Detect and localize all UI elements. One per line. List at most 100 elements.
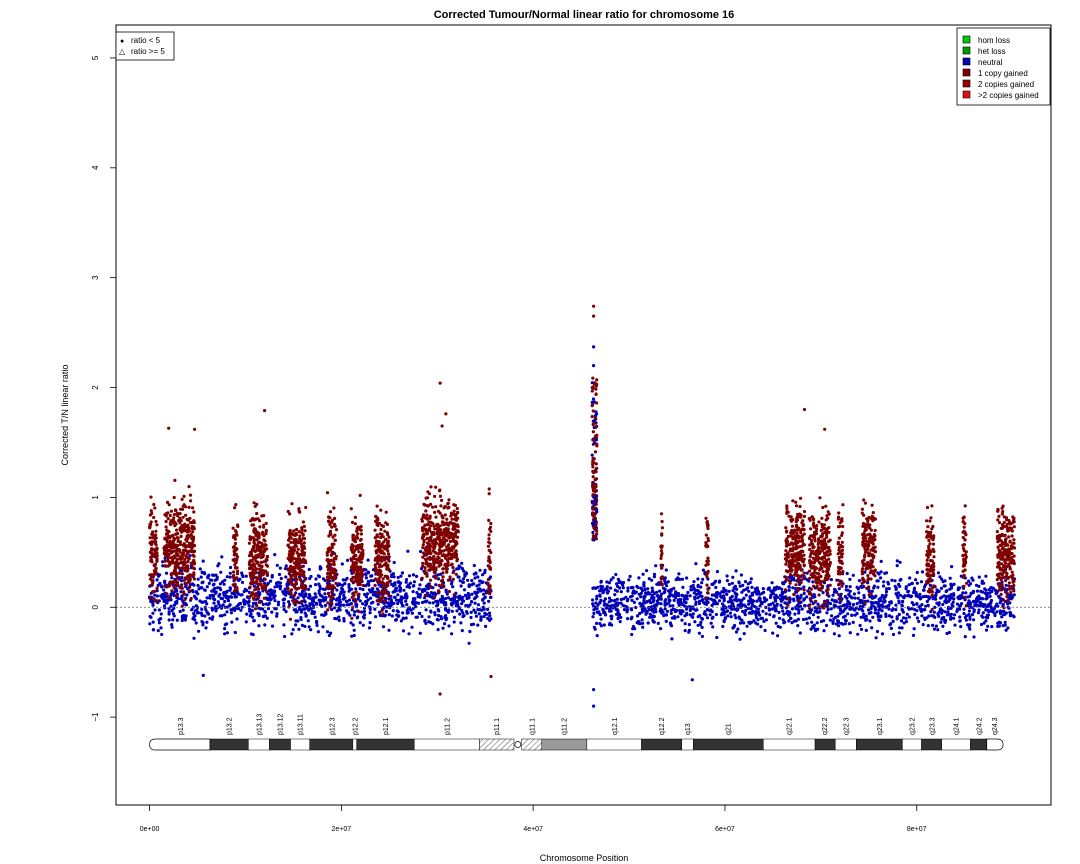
gained-point <box>149 509 153 513</box>
neutral-point <box>214 609 218 613</box>
neutral-point <box>474 614 478 618</box>
gained-point <box>384 521 388 525</box>
neutral-point <box>322 596 326 600</box>
neutral-point <box>943 610 947 614</box>
neutral-point <box>781 582 785 586</box>
gained-point <box>248 567 252 571</box>
neutral-point <box>428 601 432 605</box>
gained-point <box>252 540 256 544</box>
gained-point <box>333 538 337 542</box>
neutral-point <box>968 594 972 599</box>
gained-point <box>380 608 384 613</box>
gained-point <box>286 543 290 547</box>
gained-point <box>154 519 158 524</box>
neutral-point <box>276 600 281 604</box>
gained-point <box>429 502 433 506</box>
neutral-point <box>437 609 441 613</box>
neutral-point <box>160 632 164 637</box>
neutral-point <box>221 603 225 607</box>
neutral-point <box>641 609 645 613</box>
gained-point <box>180 586 184 590</box>
neutral-point <box>228 575 232 579</box>
gained-point <box>248 585 252 589</box>
neutral-point <box>228 586 232 591</box>
neutral-point <box>347 602 351 607</box>
neutral-point <box>597 610 601 614</box>
gained-point <box>435 532 439 536</box>
neutral-point <box>450 609 454 613</box>
neutral-point <box>711 615 715 619</box>
neutral-point <box>984 628 989 632</box>
neutral-point <box>482 614 486 619</box>
neutral-point <box>853 608 857 612</box>
neutral-point <box>481 580 485 584</box>
gained-point <box>450 521 454 526</box>
gained-point <box>252 529 256 533</box>
gained-point <box>453 544 457 548</box>
gained-point <box>255 586 259 590</box>
neutral-point <box>907 615 911 619</box>
neutral-point <box>192 594 197 598</box>
gained-point <box>454 572 458 576</box>
gained-point <box>437 583 441 588</box>
neutral-point <box>468 603 472 607</box>
neutral-point <box>780 595 784 599</box>
gained-point <box>487 533 491 537</box>
gained-point <box>289 592 293 596</box>
neutral-point <box>244 620 248 624</box>
gained-point <box>423 569 427 573</box>
neutral-point <box>277 572 282 577</box>
neutral-point <box>735 608 739 613</box>
gained-point <box>377 559 381 563</box>
neutral-point <box>607 596 612 600</box>
neutral-point <box>984 615 988 619</box>
gained-point <box>235 533 239 537</box>
gained-point <box>448 534 452 538</box>
gained-point <box>424 509 428 513</box>
gained-point <box>233 537 237 541</box>
gained-point <box>251 581 255 585</box>
gained-point <box>796 573 800 577</box>
neutral-point <box>266 603 270 607</box>
neutral-point <box>470 578 474 583</box>
neutral-point <box>743 611 747 615</box>
neutral-point <box>862 584 866 589</box>
neutral-point <box>212 601 216 605</box>
neutral-point <box>476 590 480 594</box>
neutral-point <box>705 600 709 604</box>
gained-point <box>386 552 391 556</box>
gained-point <box>359 579 363 584</box>
gained-point <box>374 515 378 519</box>
gained-point <box>192 558 196 563</box>
neutral-point <box>997 624 1002 628</box>
neutral-point <box>962 607 966 611</box>
gained-point <box>303 529 307 533</box>
gained-point <box>302 544 306 548</box>
gained-point <box>330 566 334 570</box>
gained-point <box>185 517 189 522</box>
neutral-point <box>378 613 382 618</box>
gained-point <box>332 576 336 581</box>
gained-point <box>175 580 180 585</box>
neutral-point <box>763 628 767 633</box>
neutral-point <box>337 595 342 599</box>
neutral-point <box>223 613 227 617</box>
gained-point <box>289 573 293 578</box>
neutral-point <box>279 576 283 581</box>
neutral-point <box>974 597 979 601</box>
neutral-point <box>957 595 961 599</box>
neutral-point <box>210 578 214 582</box>
neutral-point <box>659 627 663 631</box>
neutral-point <box>323 610 327 615</box>
neutral-point <box>665 609 670 614</box>
gained-point <box>385 565 389 569</box>
neutral-point <box>323 592 327 596</box>
neutral-point <box>151 620 155 624</box>
neutral-point <box>489 595 493 600</box>
neutral-point <box>660 611 664 615</box>
gained-point <box>329 532 333 537</box>
neutral-point <box>440 594 444 599</box>
neutral-point <box>404 580 408 584</box>
neutral-point <box>879 576 883 580</box>
gained-point <box>659 563 663 567</box>
